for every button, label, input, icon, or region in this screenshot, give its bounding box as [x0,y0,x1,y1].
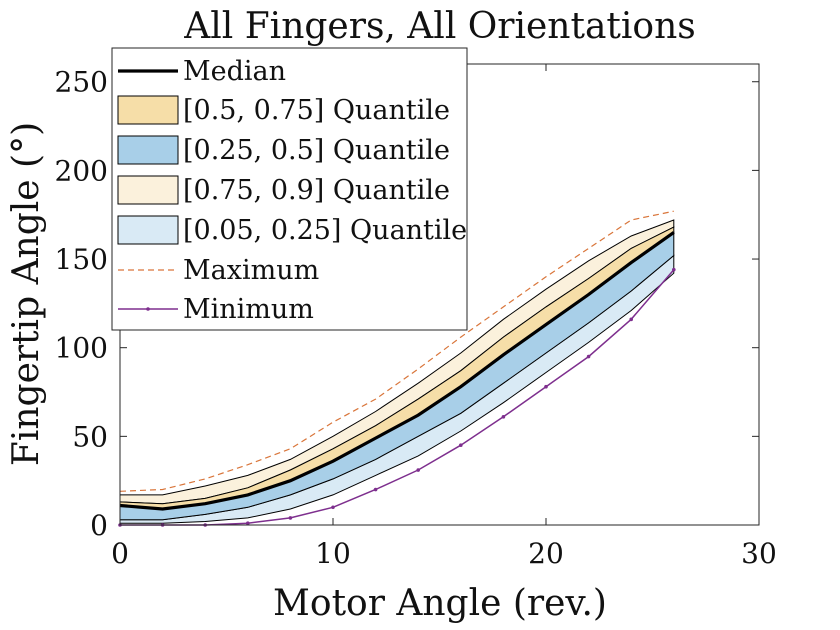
x-tick-label: 10 [315,537,351,570]
legend-label: Minimum [183,294,314,325]
legend-label: Maximum [183,255,319,286]
y-axis-label: Fingertip Angle (°) [6,122,47,466]
legend-label: [0.5, 0.75] Quantile [183,95,450,126]
legend-item-minimum: Minimum [118,294,314,325]
minimum-point [246,521,250,526]
legend: Median [0.5, 0.75] Quantile [0.25, 0.5] Qu… [111,47,468,331]
y-tick-label: 250 [55,66,108,99]
x-tick-label: 30 [741,537,777,570]
y-tick-label: 0 [90,509,108,542]
x-tick-label: 20 [528,537,564,570]
legend-label: [0.05, 0.25] Quantile [183,215,467,246]
legend-swatch [117,175,179,205]
x-tick-label: 0 [111,537,129,570]
line-maximum [119,210,674,492]
y-tick-label: 50 [72,420,108,453]
line-median [119,231,675,511]
legend-item-maximum: Maximum [118,255,319,286]
legend-swatch [117,215,179,245]
x-axis-label: Motor Angle (rev.) [273,583,607,624]
legend-label: [0.25, 0.5] Quantile [183,135,450,166]
legend-item-0-5-0-75-quantile: [0.5, 0.75] Quantile [117,95,450,126]
legend-swatch [117,95,179,125]
legend-item-0-75-0-9-quantile: [0.75, 0.9] Quantile [117,175,450,206]
minimum-point [544,384,548,389]
minimum-point [288,516,293,520]
minimum-point [373,487,378,492]
legend-item-0-05-0-25-quantile: [0.05, 0.25] Quantile [117,215,467,246]
minimum-point [416,468,421,472]
y-tick-label: 200 [55,154,108,187]
minimum-point [629,317,633,322]
legend-label: [0.75, 0.9] Quantile [183,175,450,206]
minimum-point [501,415,506,419]
legend-swatch [117,135,179,165]
axis-ticks: 0 10 20 30 0 50 100 150 200 250 [55,64,777,570]
minimum-point [586,354,591,359]
legend-label: Median [183,56,286,87]
y-tick-label: 150 [55,243,108,276]
legend-item-median: Median [118,56,286,87]
legend-item-0-25-0-5-quantile: [0.25, 0.5] Quantile [117,135,450,166]
chart-title: All Fingers, All Orientations [183,6,696,47]
legend-marker [146,307,150,311]
y-tick-label: 100 [55,332,108,365]
minimum-point [331,505,335,510]
minimum-point [672,267,676,272]
minimum-point [459,443,463,448]
